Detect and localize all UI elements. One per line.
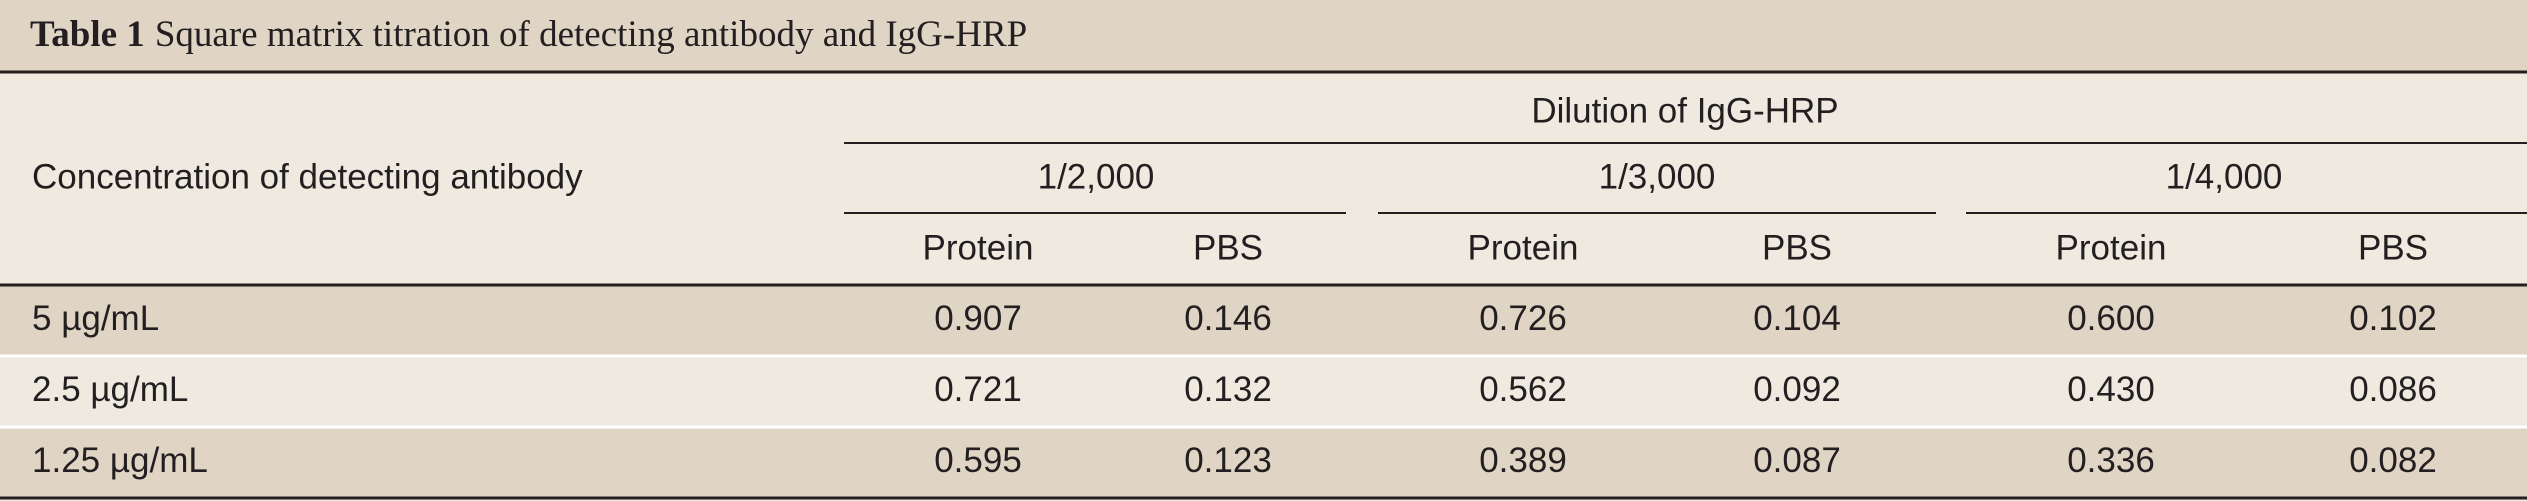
column-group-header: Dilution of IgG-HRP bbox=[1531, 91, 1838, 130]
cell: 0.104 bbox=[1753, 299, 1841, 338]
subheader: Protein bbox=[1468, 228, 1579, 267]
cell: 0.086 bbox=[2349, 370, 2437, 409]
cell: 0.600 bbox=[2067, 299, 2155, 338]
cell: 0.595 bbox=[934, 441, 1022, 480]
cell: 0.092 bbox=[1753, 370, 1841, 409]
subheader: Protein bbox=[923, 228, 1034, 267]
subheader: PBS bbox=[1193, 228, 1263, 267]
group-header: 1/3,000 bbox=[1599, 157, 1716, 196]
header-background bbox=[0, 72, 2527, 285]
row-background bbox=[0, 427, 2527, 498]
cell: 0.907 bbox=[934, 299, 1022, 338]
cell: 0.726 bbox=[1479, 299, 1567, 338]
table-label: Table 1 bbox=[30, 14, 145, 55]
cell: 0.082 bbox=[2349, 441, 2437, 480]
row-label: 5 µg/mL bbox=[32, 299, 159, 338]
cell: 0.087 bbox=[1753, 441, 1841, 480]
cell: 0.430 bbox=[2067, 370, 2155, 409]
table-title: Table 1 Square matrix titration of detect… bbox=[30, 14, 1027, 55]
cell: 0.102 bbox=[2349, 299, 2437, 338]
cell: 0.336 bbox=[2067, 441, 2155, 480]
subheader: PBS bbox=[2358, 228, 2428, 267]
cell: 0.146 bbox=[1184, 299, 1272, 338]
row-background bbox=[0, 356, 2527, 427]
row-label: 2.5 µg/mL bbox=[32, 370, 188, 409]
subheader: Protein bbox=[2056, 228, 2167, 267]
cell: 0.389 bbox=[1479, 441, 1567, 480]
group-header: 1/2,000 bbox=[1038, 157, 1155, 196]
cell: 0.562 bbox=[1479, 370, 1567, 409]
cell: 0.123 bbox=[1184, 441, 1272, 480]
cell: 0.721 bbox=[934, 370, 1022, 409]
row-background bbox=[0, 285, 2527, 356]
title-bar bbox=[0, 0, 2527, 72]
subheader: PBS bbox=[1762, 228, 1832, 267]
table-caption: Square matrix titration of detecting ant… bbox=[155, 14, 1027, 55]
row-header: Concentration of detecting antibody bbox=[32, 157, 583, 196]
group-header: 1/4,000 bbox=[2166, 157, 2283, 196]
row-label: 1.25 µg/mL bbox=[32, 441, 208, 480]
cell: 0.132 bbox=[1184, 370, 1272, 409]
